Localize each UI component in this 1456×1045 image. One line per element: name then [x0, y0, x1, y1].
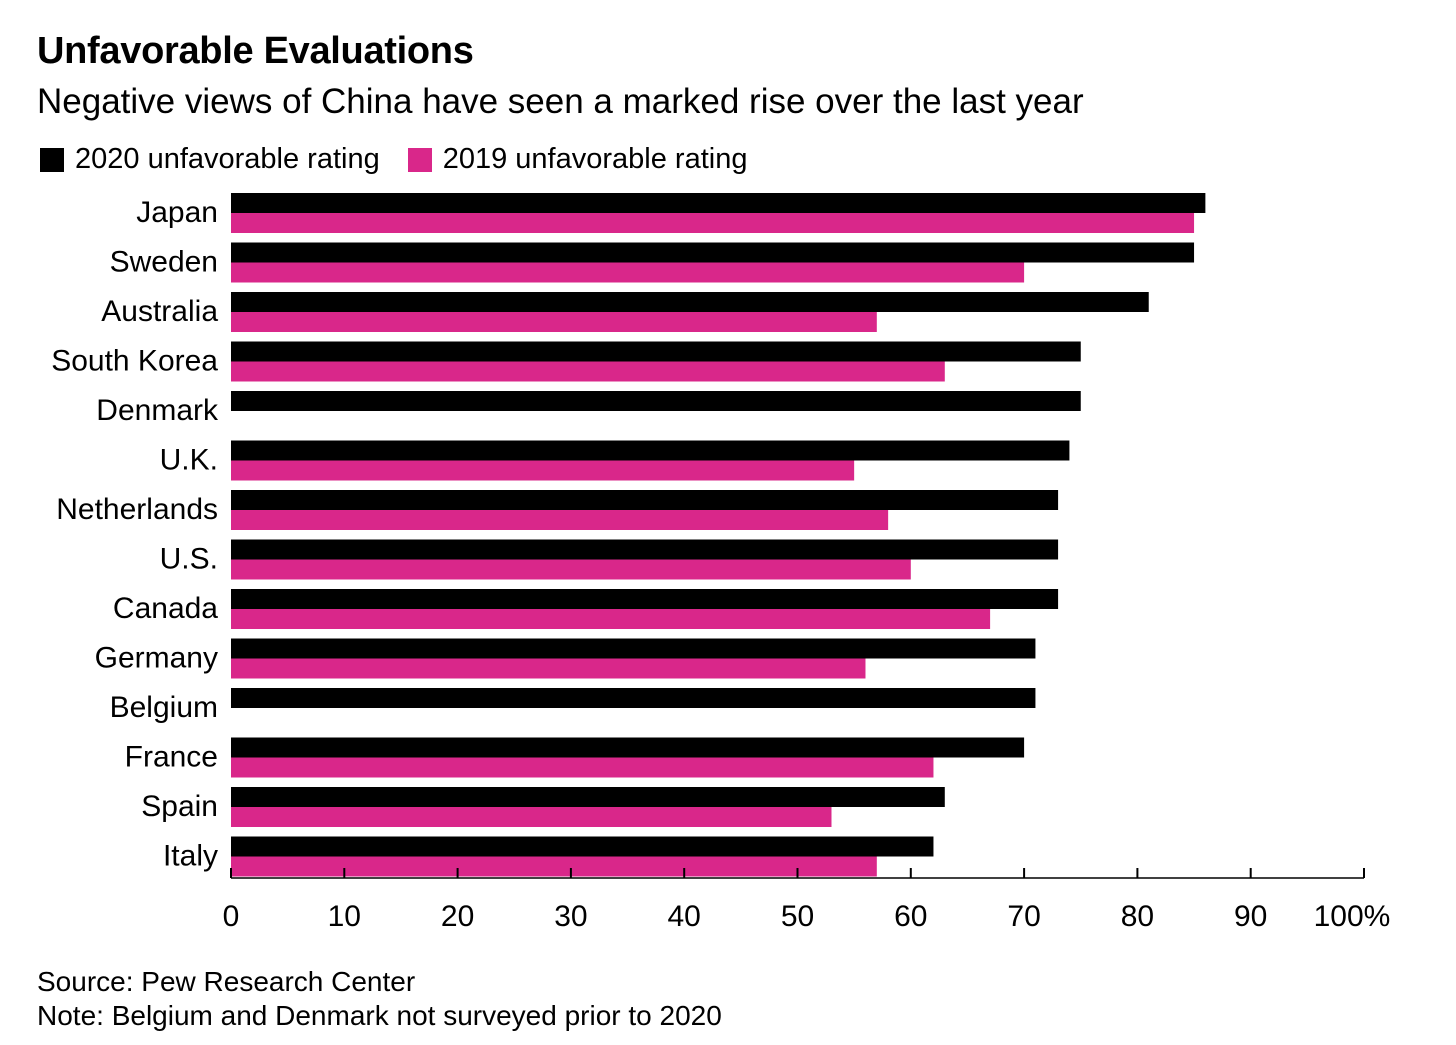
bar-south-korea-2020: [231, 341, 1081, 362]
bar-sweden-2019: [231, 262, 1025, 283]
bar-south-korea-2019: [231, 361, 945, 382]
survey-note: Note: Belgium and Denmark not surveyed p…: [37, 1000, 722, 1031]
category-label-italy: Italy: [163, 840, 218, 873]
x-tick-label-100: 100%: [1314, 900, 1391, 933]
bar-u-s-2019: [231, 559, 911, 580]
x-tick-label-60: 60: [894, 900, 927, 933]
legend-label-2019: 2019 unfavorable rating: [442, 143, 748, 175]
legend: 2020 unfavorable rating 2019 unfavorable…: [40, 143, 775, 176]
category-label-belgium: Belgium: [110, 691, 218, 724]
legend-label-2020: 2020 unfavorable rating: [75, 143, 380, 175]
chart-subtitle: Negative views of China have seen a mark…: [37, 82, 1084, 121]
x-tick-label-90: 90: [1234, 900, 1267, 933]
legend-swatch-2020: [40, 147, 64, 172]
category-label-netherlands: Netherlands: [56, 493, 218, 526]
bar-spain-2020: [231, 787, 945, 807]
bar-u-k-2020: [231, 440, 1070, 461]
category-label-denmark: Denmark: [96, 394, 219, 427]
category-label-canada: Canada: [113, 592, 218, 625]
bar-australia-2019: [231, 312, 877, 332]
bar-japan-2019: [231, 213, 1195, 233]
bar-germany-2020: [231, 638, 1036, 659]
chart-title: Unfavorable Evaluations: [37, 30, 474, 72]
bar-australia-2020: [231, 292, 1149, 312]
x-tick-label-30: 30: [554, 900, 587, 933]
x-tick-label-10: 10: [328, 900, 361, 933]
source-note: Source: Pew Research Center: [37, 966, 416, 997]
x-tick-label-0: 0: [223, 900, 240, 933]
footer: Source: Pew Research Center Note: Belgiu…: [37, 965, 722, 1033]
legend-item-2019: 2019 unfavorable rating: [407, 143, 748, 176]
bar-netherlands-2020: [231, 490, 1059, 510]
bar-france-2020: [231, 737, 1025, 758]
category-label-japan: Japan: [136, 196, 218, 229]
bar-u-k-2019: [231, 460, 855, 481]
category-label-spain: Spain: [141, 790, 218, 823]
category-label-u-k: U.K.: [160, 444, 218, 477]
legend-item-2020: 2020 unfavorable rating: [40, 143, 380, 176]
legend-swatch-2019: [407, 147, 432, 172]
x-tick-label-40: 40: [668, 900, 701, 933]
category-label-sweden: Sweden: [110, 246, 218, 279]
bar-italy-2019: [231, 856, 877, 877]
bar-sweden-2020: [231, 242, 1195, 263]
bar-germany-2019: [231, 658, 866, 679]
x-tick-label-50: 50: [781, 900, 814, 933]
category-label-germany: Germany: [95, 642, 218, 675]
x-tick-label-80: 80: [1121, 900, 1154, 933]
bar-spain-2019: [231, 807, 832, 827]
bar-italy-2020: [231, 836, 934, 857]
bar-belgium-2020: [231, 688, 1036, 708]
bar-chart: Japan Sweden Australia South Korea Denmark U.…: [51, 193, 1391, 933]
bar-canada-2019: [231, 609, 991, 629]
bar-denmark-2020: [231, 391, 1081, 411]
x-tick-label-70: 70: [1007, 900, 1040, 933]
category-label-france: France: [125, 741, 218, 774]
bar-netherlands-2019: [231, 510, 889, 530]
category-label-australia: Australia: [101, 295, 218, 328]
category-label-u-s: U.S.: [160, 543, 218, 576]
bar-france-2019: [231, 757, 934, 778]
bar-canada-2020: [231, 589, 1059, 609]
bar-u-s-2020: [231, 539, 1059, 560]
category-label-south-korea: South Korea: [51, 345, 218, 378]
x-tick-label-20: 20: [441, 900, 474, 933]
bar-japan-2020: [231, 193, 1206, 213]
